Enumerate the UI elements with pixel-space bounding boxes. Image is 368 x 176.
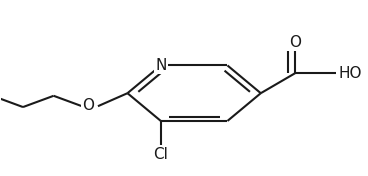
Text: O: O: [289, 35, 301, 51]
Text: Cl: Cl: [153, 147, 168, 162]
Text: N: N: [155, 58, 166, 73]
Text: O: O: [82, 98, 94, 113]
Text: HO: HO: [338, 66, 362, 81]
